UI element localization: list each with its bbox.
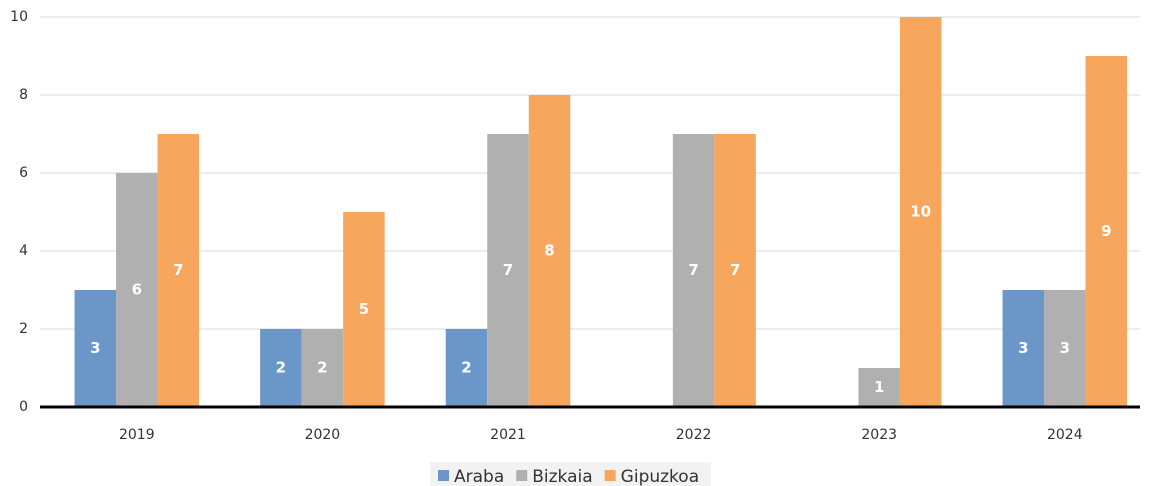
legend-background: [430, 462, 712, 486]
legend-swatch: [438, 470, 449, 481]
data-label: 5: [359, 300, 369, 318]
data-label: 2: [276, 359, 286, 377]
x-tick-label: 2022: [676, 427, 712, 443]
y-tick-label: 8: [19, 87, 28, 103]
bar: [1085, 56, 1128, 407]
data-label: 2: [461, 359, 471, 377]
data-label: 7: [730, 261, 740, 279]
bar: [858, 368, 900, 407]
bar: [899, 17, 942, 407]
bar: [116, 173, 158, 407]
data-label: 3: [1018, 339, 1028, 357]
y-tick-label: 0: [19, 399, 28, 415]
y-tick-label: 2: [19, 321, 28, 337]
x-tick-label: 2021: [490, 427, 526, 443]
y-tick-label: 4: [19, 243, 28, 259]
legend-label: Araba: [454, 467, 504, 486]
data-label: 3: [1060, 339, 1070, 357]
x-tick-label: 2020: [305, 427, 341, 443]
x-tick-label: 2023: [861, 427, 897, 443]
data-label: 1: [874, 378, 884, 396]
data-label: 2: [317, 359, 327, 377]
data-label: 7: [688, 261, 698, 279]
legend-label: Bizkaia: [532, 467, 592, 486]
data-label: 10: [910, 203, 931, 221]
x-tick-label: 2019: [119, 427, 155, 443]
data-label: 3: [90, 339, 100, 357]
data-label: 7: [503, 261, 513, 279]
legend-label: Gipuzkoa: [621, 467, 699, 486]
bar: [714, 134, 756, 407]
bar: [157, 134, 200, 407]
bar: [260, 329, 302, 407]
x-tick-label: 2024: [1047, 427, 1083, 443]
bar: [672, 134, 715, 407]
y-tick-label: 6: [19, 165, 28, 181]
data-label: 9: [1101, 222, 1111, 240]
legend: Araba Bizkaia Gipuzkoa: [430, 462, 712, 486]
data-label: 8: [544, 242, 554, 260]
legend-swatch: [516, 470, 528, 481]
bar: [74, 290, 117, 407]
legend-swatch: [604, 470, 616, 481]
bar: [343, 212, 385, 407]
bar: [445, 329, 488, 407]
y-tick-label: 10: [10, 9, 28, 25]
bar: [301, 329, 344, 407]
bar: [528, 95, 571, 407]
bar: [1002, 290, 1045, 407]
bar: [1044, 290, 1086, 407]
bar: [487, 134, 529, 407]
data-label: 6: [132, 281, 142, 299]
data-label: 7: [173, 261, 183, 279]
